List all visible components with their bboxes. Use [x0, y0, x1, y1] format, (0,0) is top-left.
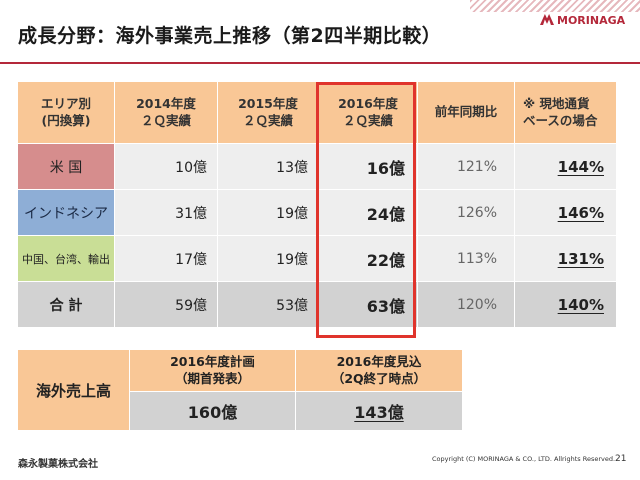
header-yoy: 前年同期比 — [418, 82, 515, 143]
cell-2015: 53億 — [218, 282, 319, 327]
forecast-value: 143億 — [354, 403, 404, 422]
copyright: Copyright (C) MORINAGA & CO., LTD. Allri… — [432, 455, 616, 463]
cell-local: 144% — [515, 144, 616, 189]
plan-value: 160億 — [130, 392, 295, 430]
cell-2015: 19億 — [218, 236, 319, 281]
company-logo: MORINAGA — [540, 14, 625, 27]
cell-2015: 19億 — [218, 190, 319, 235]
slide-title: 成長分野：海外事業売上推移（第2四半期比較） — [18, 25, 442, 47]
cell-yoy: 121% — [418, 144, 515, 189]
header-2014: 2014年度 ２Ｑ実績 — [115, 82, 218, 143]
cell-2016: 24億 — [319, 190, 418, 235]
header-2016: 2016年度 ２Ｑ実績 — [319, 82, 418, 143]
header-2015: 2015年度 ２Ｑ実績 — [218, 82, 319, 143]
table-header-row: エリア別 (円換算) 2014年度 ２Ｑ実績 2015年度 ２Ｑ実績 2016年… — [18, 82, 616, 144]
cell-local: 131% — [515, 236, 616, 281]
header-local-currency: ※ 現地通貨 ベースの場合 — [515, 82, 616, 143]
cell-2016: 63億 — [319, 282, 418, 327]
cell-2014: 31億 — [115, 190, 218, 235]
cell-2016: 16億 — [319, 144, 418, 189]
local-value: 144% — [557, 157, 604, 176]
local-value: 146% — [557, 203, 604, 222]
cell-yoy: 113% — [418, 236, 515, 281]
row-label: 中国、台湾、輸出 — [18, 236, 115, 281]
logo-icon — [540, 14, 554, 25]
cell-yoy: 126% — [418, 190, 515, 235]
cell-local: 146% — [515, 190, 616, 235]
cell-yoy: 120% — [418, 282, 515, 327]
cell-2014: 59億 — [115, 282, 218, 327]
company-name: 森永製菓株式会社 — [18, 459, 98, 470]
logo-text: MORINAGA — [557, 14, 626, 27]
forecast-header: 2016年度見込 （2Q終了時点） — [296, 350, 462, 392]
page-number: 21 — [615, 454, 627, 464]
overseas-sales-label: 海外売上高 — [18, 350, 130, 430]
cell-2014: 17億 — [115, 236, 218, 281]
row-label: 合 計 — [18, 282, 115, 327]
local-value: 131% — [557, 249, 604, 268]
cell-2016: 22億 — [319, 236, 418, 281]
table-row-indonesia: インドネシア 31億 19億 24億 126% 146% — [18, 190, 616, 236]
row-label: インドネシア — [18, 190, 115, 235]
cell-2015: 13億 — [218, 144, 319, 189]
forecast-column: 2016年度見込 （2Q終了時点） 143億 — [296, 350, 462, 430]
local-value: 140% — [557, 295, 604, 314]
cell-local: 140% — [515, 282, 616, 327]
table-row-us: 米 国 10億 13億 16億 121% 144% — [18, 144, 616, 190]
plan-header: 2016年度計画 （期首発表） — [130, 350, 295, 392]
row-label: 米 国 — [18, 144, 115, 189]
table-row-china: 中国、台湾、輸出 17億 19億 22億 113% 131% — [18, 236, 616, 282]
table-row-total: 合 計 59億 53億 63億 120% 140% — [18, 282, 616, 328]
plan-column: 2016年度計画 （期首発表） 160億 — [130, 350, 296, 430]
overseas-sales-table: 海外売上高 2016年度計画 （期首発表） 160億 2016年度見込 （2Q終… — [18, 350, 462, 430]
forecast-value-cell: 143億 — [296, 392, 462, 430]
header-area: エリア別 (円換算) — [18, 82, 115, 143]
cell-2014: 10億 — [115, 144, 218, 189]
slide-header: MORINAGA 成長分野：海外事業売上推移（第2四半期比較） — [0, 0, 640, 64]
sales-table: エリア別 (円換算) 2014年度 ２Ｑ実績 2015年度 ２Ｑ実績 2016年… — [18, 82, 616, 328]
title-divider — [0, 62, 640, 64]
logo-pattern — [470, 0, 640, 12]
